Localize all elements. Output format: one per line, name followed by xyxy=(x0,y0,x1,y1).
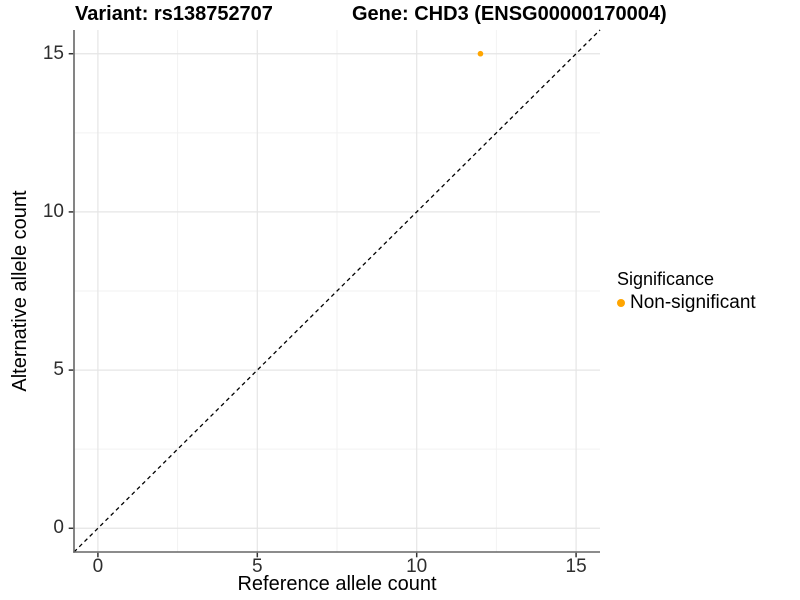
variant-title: Variant: rs138752707 xyxy=(75,3,273,25)
y-tick-label: 0 xyxy=(53,517,64,539)
y-tick-label: 5 xyxy=(53,359,64,381)
y-axis-title: Alternative allele count xyxy=(9,190,31,392)
legend-point-icon xyxy=(617,299,625,307)
legend: Significance Non-significant xyxy=(617,268,756,314)
x-tick-label: 15 xyxy=(565,556,587,577)
y-tick-label: 10 xyxy=(42,200,64,222)
legend-label: Non-significant xyxy=(630,292,756,313)
gene-title: Gene: CHD3 (ENSG00000170004) xyxy=(352,3,667,25)
x-tick-label: 0 xyxy=(92,556,104,577)
data-point xyxy=(477,50,484,57)
legend-title: Significance xyxy=(617,269,715,289)
legend-entries: Non-significant xyxy=(617,292,756,314)
x-tick-label: 10 xyxy=(406,556,428,577)
identity-line xyxy=(73,29,601,553)
y-tick-label: 15 xyxy=(42,42,64,64)
x-axis-title: Reference allele count xyxy=(237,573,437,595)
x-tick-label: 5 xyxy=(252,556,263,577)
legend-entry: Non-significant xyxy=(617,292,756,314)
